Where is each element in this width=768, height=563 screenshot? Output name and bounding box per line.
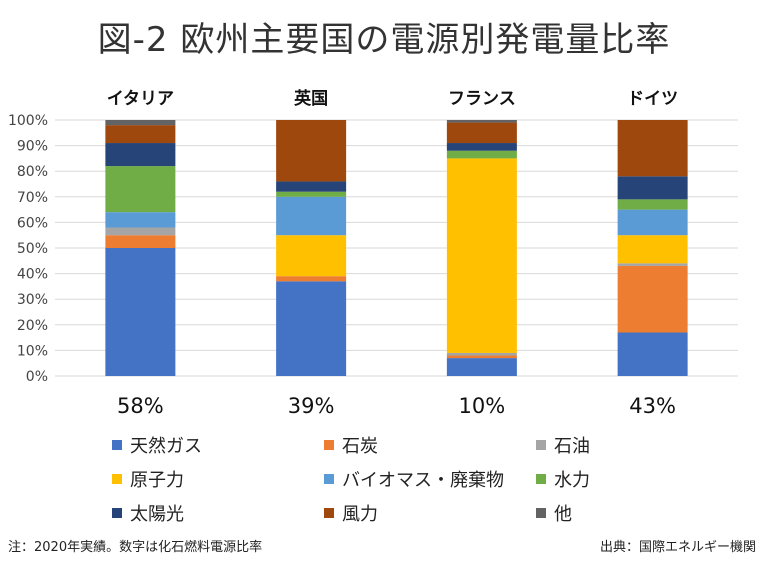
bar-segment bbox=[276, 281, 347, 376]
legend-swatch bbox=[112, 474, 122, 484]
legend-swatch bbox=[324, 474, 334, 484]
footnote: 注：2020年実績。数字は化石燃料電源比率 bbox=[8, 540, 263, 555]
legend-label: 天然ガス bbox=[130, 436, 202, 457]
legend-swatch bbox=[536, 440, 546, 450]
fossil-share-label: 58% bbox=[117, 394, 164, 418]
legend-item: バイオマス・廃棄物 bbox=[324, 466, 536, 492]
bar-segment bbox=[105, 227, 176, 236]
bar-segment bbox=[617, 176, 688, 200]
bar-segment bbox=[617, 199, 688, 210]
legend: 天然ガス 石炭 石油原子力 バイオマス・廃棄物 水力太陽光 風力 他 bbox=[112, 432, 712, 526]
y-tick-label: 30% bbox=[17, 292, 48, 308]
bar-segment bbox=[446, 150, 517, 159]
bar-segment bbox=[617, 263, 688, 266]
legend-label: 他 bbox=[554, 504, 572, 525]
legend-item: 太陽光 bbox=[112, 500, 324, 526]
chart-title: 図-2 欧州主要国の電源別発電量比率 bbox=[97, 20, 671, 60]
bar-segment bbox=[617, 265, 688, 333]
category-label: イタリア bbox=[107, 89, 174, 109]
legend-swatch bbox=[112, 440, 122, 450]
y-tick-label: 70% bbox=[17, 190, 48, 206]
fossil-share-label: 43% bbox=[629, 394, 676, 418]
bar-segment bbox=[617, 235, 688, 264]
legend-item: 石炭 bbox=[324, 432, 536, 458]
y-tick-label: 60% bbox=[17, 215, 48, 231]
y-tick-label: 10% bbox=[17, 343, 48, 359]
bar-segment bbox=[276, 196, 347, 236]
legend-label: 原子力 bbox=[130, 470, 184, 491]
bar-segment bbox=[105, 235, 176, 248]
bar-segment bbox=[105, 212, 176, 228]
legend-swatch bbox=[112, 508, 122, 518]
legend-label: バイオマス・廃棄物 bbox=[342, 470, 504, 491]
legend-label: 石油 bbox=[554, 436, 590, 457]
legend-item: 原子力 bbox=[112, 466, 324, 492]
legend-item: 他 bbox=[536, 500, 712, 526]
stacked-bar-chart: 0% 10% 20% 30% 40% 50% 60% 70% 80% 90% 100% イタリア 58%… bbox=[8, 88, 738, 418]
y-tick-label: 0% bbox=[26, 369, 48, 385]
bar-segment bbox=[105, 166, 176, 213]
bar-segment bbox=[276, 181, 347, 192]
y-tick-label: 80% bbox=[17, 164, 48, 180]
legend-swatch bbox=[536, 508, 546, 518]
bar-segment bbox=[446, 143, 517, 151]
source-note: 出典：国際エネルギー機関 bbox=[599, 540, 756, 555]
bar-segment bbox=[276, 235, 347, 277]
y-tick-label: 50% bbox=[17, 241, 48, 257]
legend-item: 風力 bbox=[324, 500, 536, 526]
fossil-share-label: 39% bbox=[288, 394, 335, 418]
bar-segment bbox=[446, 120, 517, 123]
bar-segment bbox=[105, 120, 176, 126]
bar-segment bbox=[276, 191, 347, 197]
fossil-share-label: 10% bbox=[459, 394, 506, 418]
bar-segment bbox=[617, 120, 688, 177]
bar-segment bbox=[105, 248, 176, 376]
y-tick-label: 100% bbox=[8, 113, 48, 129]
category-label: ドイツ bbox=[627, 89, 678, 109]
legend-swatch bbox=[536, 474, 546, 484]
legend-label: 石炭 bbox=[342, 436, 378, 457]
bar-segment bbox=[446, 358, 517, 376]
bar-segment bbox=[276, 276, 347, 282]
bar-segment bbox=[446, 355, 517, 359]
legend-label: 風力 bbox=[342, 504, 378, 525]
bar-segment bbox=[105, 125, 176, 144]
legend-item: 水力 bbox=[536, 466, 712, 492]
bar-segment bbox=[446, 158, 517, 353]
bar-segment bbox=[446, 122, 517, 144]
bar-segment bbox=[276, 120, 347, 182]
y-tick-label: 20% bbox=[17, 318, 48, 334]
category-label: 英国 bbox=[294, 88, 328, 109]
legend-item: 石油 bbox=[536, 432, 712, 458]
legend-swatch bbox=[324, 440, 334, 450]
legend-label: 太陽光 bbox=[130, 504, 184, 525]
legend-label: 水力 bbox=[554, 470, 590, 491]
bar-segment bbox=[617, 209, 688, 236]
bar-segment bbox=[446, 352, 517, 356]
category-label: フランス bbox=[448, 89, 516, 109]
legend-item: 天然ガス bbox=[112, 432, 324, 458]
legend-swatch bbox=[324, 508, 334, 518]
bar-segment bbox=[617, 332, 688, 376]
y-tick-label: 40% bbox=[17, 267, 48, 283]
bar-segment bbox=[105, 143, 176, 167]
y-tick-label: 90% bbox=[17, 139, 48, 155]
